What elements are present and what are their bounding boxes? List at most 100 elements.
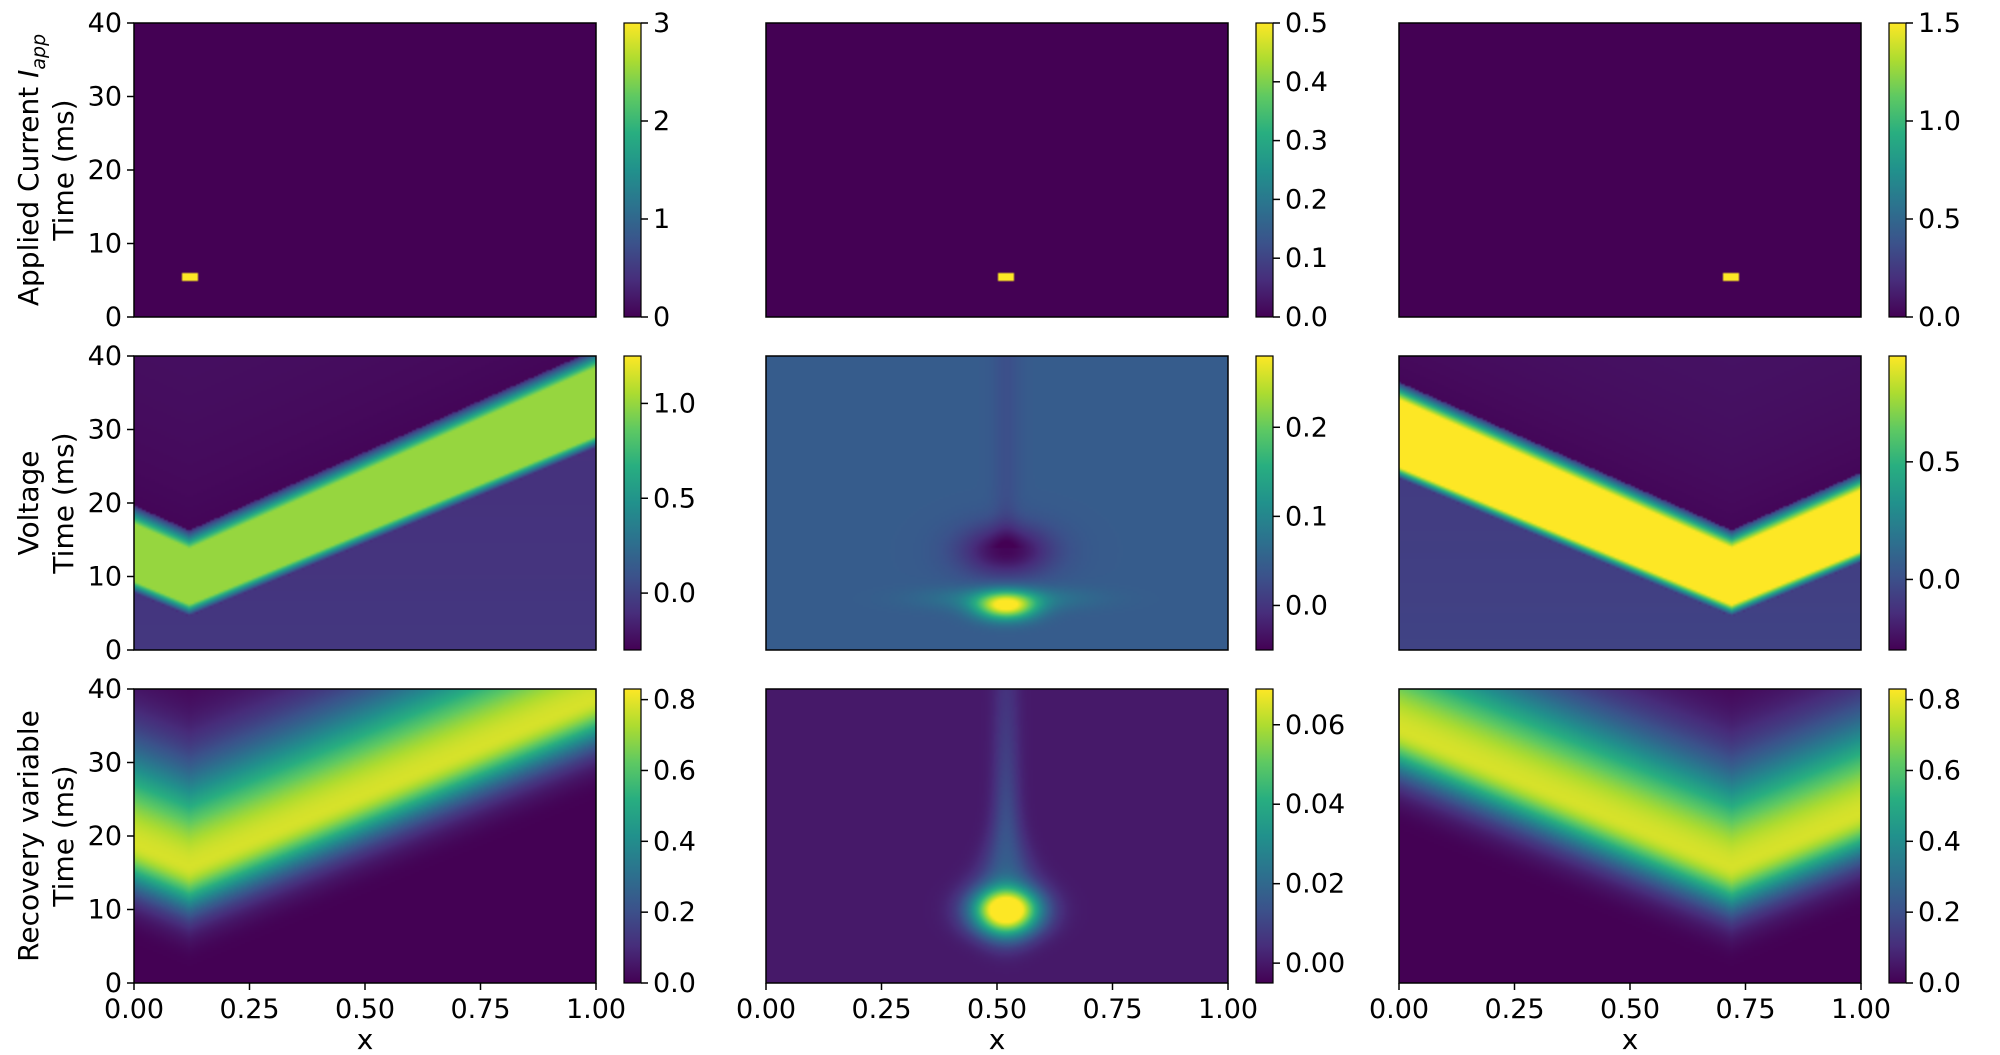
panel-r0-c1: 0.0 0.1 0.2 0.3 0.4 0.5 [765, 8, 1328, 333]
y-axis-label: Time (ms) [47, 99, 80, 241]
colorbar: 0.0 0.5 1.0 1.5 [1888, 8, 1961, 333]
panel-r0-c0: 0 10 20 30 40 0 1 2 3 [88, 8, 671, 333]
heatmap-image [766, 689, 1228, 983]
x-tick-label: 1.00 [1198, 994, 1258, 1025]
row-label-subscript: app [28, 34, 50, 70]
x-tick-label: 0.50 [1600, 994, 1660, 1025]
colorbar-tick-label: 0.04 [1285, 789, 1345, 820]
colorbar-tick-label: 0.2 [653, 897, 696, 928]
x-tick-label: 0.00 [104, 994, 164, 1025]
heatmap-image [1399, 356, 1861, 650]
colorbar-tick-label: 0.0 [1285, 590, 1328, 621]
x-tick-label: 0.75 [1082, 994, 1142, 1025]
row-label-symbol: I [12, 70, 45, 78]
panel-r2-c1: 0.00 0.25 0.50 0.75 1.00 x 0.00 0.02 0.04 0.06 [736, 688, 1345, 1055]
colorbar-tick-label: 0.6 [653, 755, 696, 786]
colorbar-tick-label: 0.1 [1285, 243, 1328, 274]
row-label-1: Voltage Time (ms) [12, 432, 80, 574]
y-axis-label: Time (ms) [47, 765, 80, 907]
axes-frame [1398, 355, 1862, 651]
colorbar-tick-label: 0.2 [1285, 412, 1328, 443]
y-tick-label: 30 [88, 748, 122, 779]
colorbar-gradient [1888, 355, 1907, 651]
y-tick-label: 20 [88, 821, 122, 852]
colorbar-tick-label: 0.02 [1285, 869, 1345, 900]
colorbar-tick-label: 0.0 [653, 968, 696, 999]
y-tick-label: 10 [88, 562, 122, 593]
colorbar-tick-label: 0.1 [1285, 501, 1328, 532]
y-tick-label: 40 [88, 341, 122, 372]
heatmap-image [766, 356, 1228, 650]
colorbar-tick-label: 0 [653, 302, 670, 333]
axes-frame [765, 355, 1229, 651]
y-axis-label: Time (ms) [47, 432, 80, 574]
colorbar-gradient [1255, 688, 1274, 984]
heatmap-image [134, 356, 596, 650]
colorbar-tick-label: 0.4 [1918, 826, 1961, 857]
row-label-main: Voltage [12, 450, 45, 555]
colorbar: 0.0 0.5 [1888, 355, 1961, 651]
x-tick-label: 1.00 [1831, 994, 1891, 1025]
colorbar-tick-label: 0.00 [1285, 948, 1345, 979]
x-axis-label: x [357, 1023, 374, 1055]
heatmap-image [766, 23, 1228, 317]
row-label-text: Voltage [12, 450, 45, 555]
panel-r1-c1: 0.0 0.1 0.2 [765, 355, 1328, 651]
axes-frame [1398, 22, 1862, 318]
heatmap-image [134, 23, 596, 317]
colorbar-tick-label: 0.0 [1918, 968, 1961, 999]
axes-frame [765, 22, 1229, 318]
colorbar: 0.00 0.02 0.04 0.06 [1255, 688, 1345, 984]
colorbar-tick-label: 0.8 [653, 685, 696, 716]
panel-r0-c2: 0.0 0.5 1.0 1.5 [1398, 8, 1961, 333]
x-tick-label: 0.25 [219, 994, 279, 1025]
y-tick-label: 20 [88, 488, 122, 519]
x-tick-label: 0.50 [967, 994, 1027, 1025]
row-label-main: Applied Current Iapp [12, 34, 50, 306]
colorbar-tick-label: 0.6 [1918, 755, 1961, 786]
y-tick-label: 0 [105, 968, 122, 999]
colorbar: 0.0 0.1 0.2 [1255, 355, 1328, 651]
panel-r2-c2: 0.00 0.25 0.50 0.75 1.00 x 0.0 0.2 0.4 0.6 0.8 [1369, 685, 1961, 1055]
colorbar-gradient [1255, 355, 1274, 651]
colorbar-tick-label: 0.0 [1285, 302, 1328, 333]
colorbar-tick-label: 0.5 [1918, 204, 1961, 235]
colorbar-tick-label: 0.06 [1285, 710, 1345, 741]
colorbar-tick-label: 0.5 [1918, 447, 1961, 478]
colorbar-gradient [623, 688, 642, 984]
heatmap-image [1399, 23, 1861, 317]
colorbar-tick-label: 1.0 [1918, 106, 1961, 137]
x-tick-label: 1.00 [566, 994, 626, 1025]
x-tick-label: 0.75 [450, 994, 510, 1025]
colorbar-tick-label: 1.5 [1918, 8, 1961, 39]
colorbar-tick-label: 0.4 [1285, 67, 1328, 98]
colorbar: 0.0 0.5 1.0 [623, 355, 696, 651]
colorbar: 0 1 2 3 [623, 8, 670, 333]
colorbar-gradient [1888, 688, 1907, 984]
x-axis-label: x [1622, 1023, 1639, 1055]
y-tick-label: 10 [88, 229, 122, 260]
colorbar-tick-label: 1 [653, 204, 670, 235]
colorbar-gradient [623, 355, 642, 651]
colorbar: 0.0 0.2 0.4 0.6 0.8 [623, 685, 696, 999]
y-tick-label: 30 [88, 82, 122, 113]
panel-r1-c2: 0.0 0.5 [1398, 355, 1961, 651]
heatmap-image [134, 689, 596, 983]
y-tick-label: 40 [88, 8, 122, 39]
colorbar-tick-label: 0.0 [1918, 302, 1961, 333]
x-tick-label: 0.75 [1715, 994, 1775, 1025]
colorbar-tick-label: 0.5 [1285, 8, 1328, 39]
colorbar-tick-label: 3 [653, 8, 670, 39]
colorbar-tick-label: 0.5 [653, 483, 696, 514]
colorbar-tick-label: 0.0 [1918, 564, 1961, 595]
heatmap-image [1399, 689, 1861, 983]
row-label-2: Recovery variable Time (ms) [12, 710, 80, 962]
colorbar-gradient [1888, 22, 1907, 318]
colorbar-gradient [623, 22, 642, 318]
colorbar-tick-label: 0.3 [1285, 126, 1328, 157]
y-tick-label: 20 [88, 155, 122, 186]
colorbar-gradient [1255, 22, 1274, 318]
row-label-main: Recovery variable [12, 710, 45, 962]
